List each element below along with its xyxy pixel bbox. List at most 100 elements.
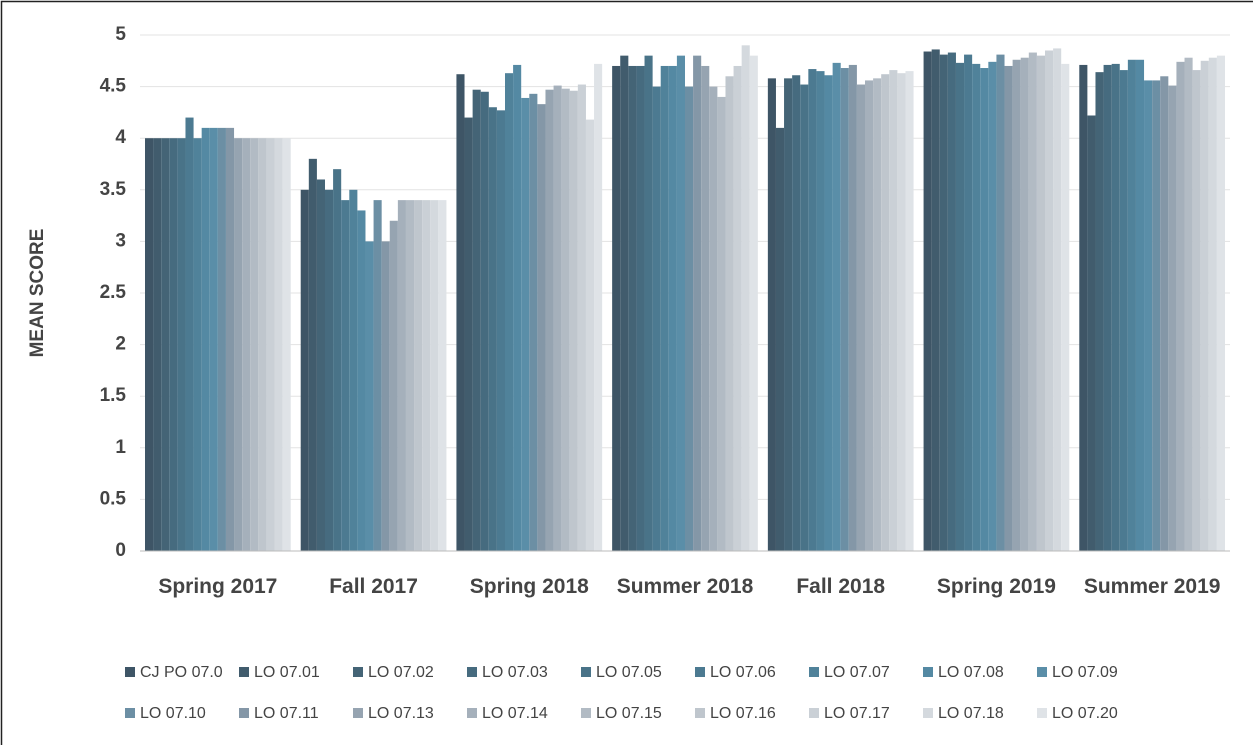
bar [266,138,275,551]
y-tick-label: 3 [115,230,126,251]
legend-swatch [1037,667,1047,677]
bar [1135,59,1145,551]
bar [250,138,259,551]
legend-swatch [1037,708,1047,718]
bar [185,117,194,551]
bar [931,49,940,551]
bar [585,119,595,552]
bar [1184,57,1193,551]
bar [685,86,694,551]
legend-label: LO 07.11 [254,705,319,722]
legend-label: LO 07.03 [482,664,548,681]
bar [1111,63,1120,552]
bar [1004,65,1013,552]
legend-swatch [353,708,363,718]
legend-label: LO 07.13 [368,705,434,722]
x-tick-label: Spring 2018 [469,575,589,598]
bar [620,55,629,551]
bar [856,84,865,551]
bar [741,45,750,551]
bar [668,65,677,552]
y-tick-label: 4.5 [100,76,127,97]
legend-label: LO 07.05 [596,664,662,681]
bar [824,75,833,552]
bar [733,65,742,552]
x-tick-label: Fall 2017 [329,575,418,598]
bar [496,110,505,551]
bar [612,65,621,552]
bar [636,65,645,552]
y-tick-label: 0 [115,540,126,561]
bar [1216,55,1225,551]
legend-label: LO 07.17 [824,705,890,722]
legend-swatch [125,708,135,718]
legend-swatch [581,667,591,677]
x-tick-label: Summer 2018 [616,575,754,598]
bar [1176,61,1185,551]
legend-swatch [467,708,477,718]
bar [217,127,226,551]
legend-swatch [695,667,705,677]
bar [529,93,538,551]
legend-swatch [467,667,477,677]
bar [553,85,562,552]
bar [644,55,653,551]
bar [282,138,291,551]
x-tick-label: Spring 2017 [158,575,278,598]
bar [749,55,758,551]
bar [767,78,776,552]
legend-swatch [809,667,819,677]
bar [832,62,841,551]
bar [161,138,170,551]
x-tick-label: Spring 2019 [936,575,1056,598]
bar [881,74,890,551]
bar [939,54,948,551]
legend-swatch [809,708,819,718]
bar [513,64,522,551]
bar [1045,50,1054,551]
x-tick-label: Fall 2018 [796,575,886,598]
legend-label: LO 07.14 [482,705,548,722]
y-tick-label: 1 [115,437,126,458]
legend-swatch [239,667,249,677]
bar [923,51,932,552]
bar [325,189,334,552]
bar [701,65,710,552]
legend-label: LO 07.07 [824,664,890,681]
bar [980,68,989,552]
bar [784,78,793,552]
bar [775,127,785,551]
legend-label: LO 07.16 [710,705,776,722]
legend-label: LO 07.15 [596,705,662,722]
legend-swatch [125,667,135,677]
y-tick-label: 2.5 [100,282,127,303]
y-tick-label: 1.5 [100,385,127,406]
bar [897,73,906,552]
bar [381,241,390,551]
bar [545,89,554,552]
bar [537,104,546,552]
bar [438,200,447,551]
bar [561,88,570,551]
bar [274,138,283,551]
bar [996,54,1005,551]
bar [1061,63,1070,552]
bar [153,138,162,551]
x-tick-label: Summer 2019 [1083,575,1221,598]
bar [177,138,186,551]
bar [709,86,718,551]
legend-label: LO 07.01 [254,664,320,681]
y-tick-label: 0.5 [100,488,127,509]
bar [341,200,350,551]
bar [1144,80,1153,552]
bar [717,96,726,552]
bar [405,200,415,551]
bar [300,189,309,552]
bar [333,169,342,551]
bar [1012,59,1021,551]
bar [1192,70,1201,551]
bar [972,63,981,552]
bar [145,138,154,551]
